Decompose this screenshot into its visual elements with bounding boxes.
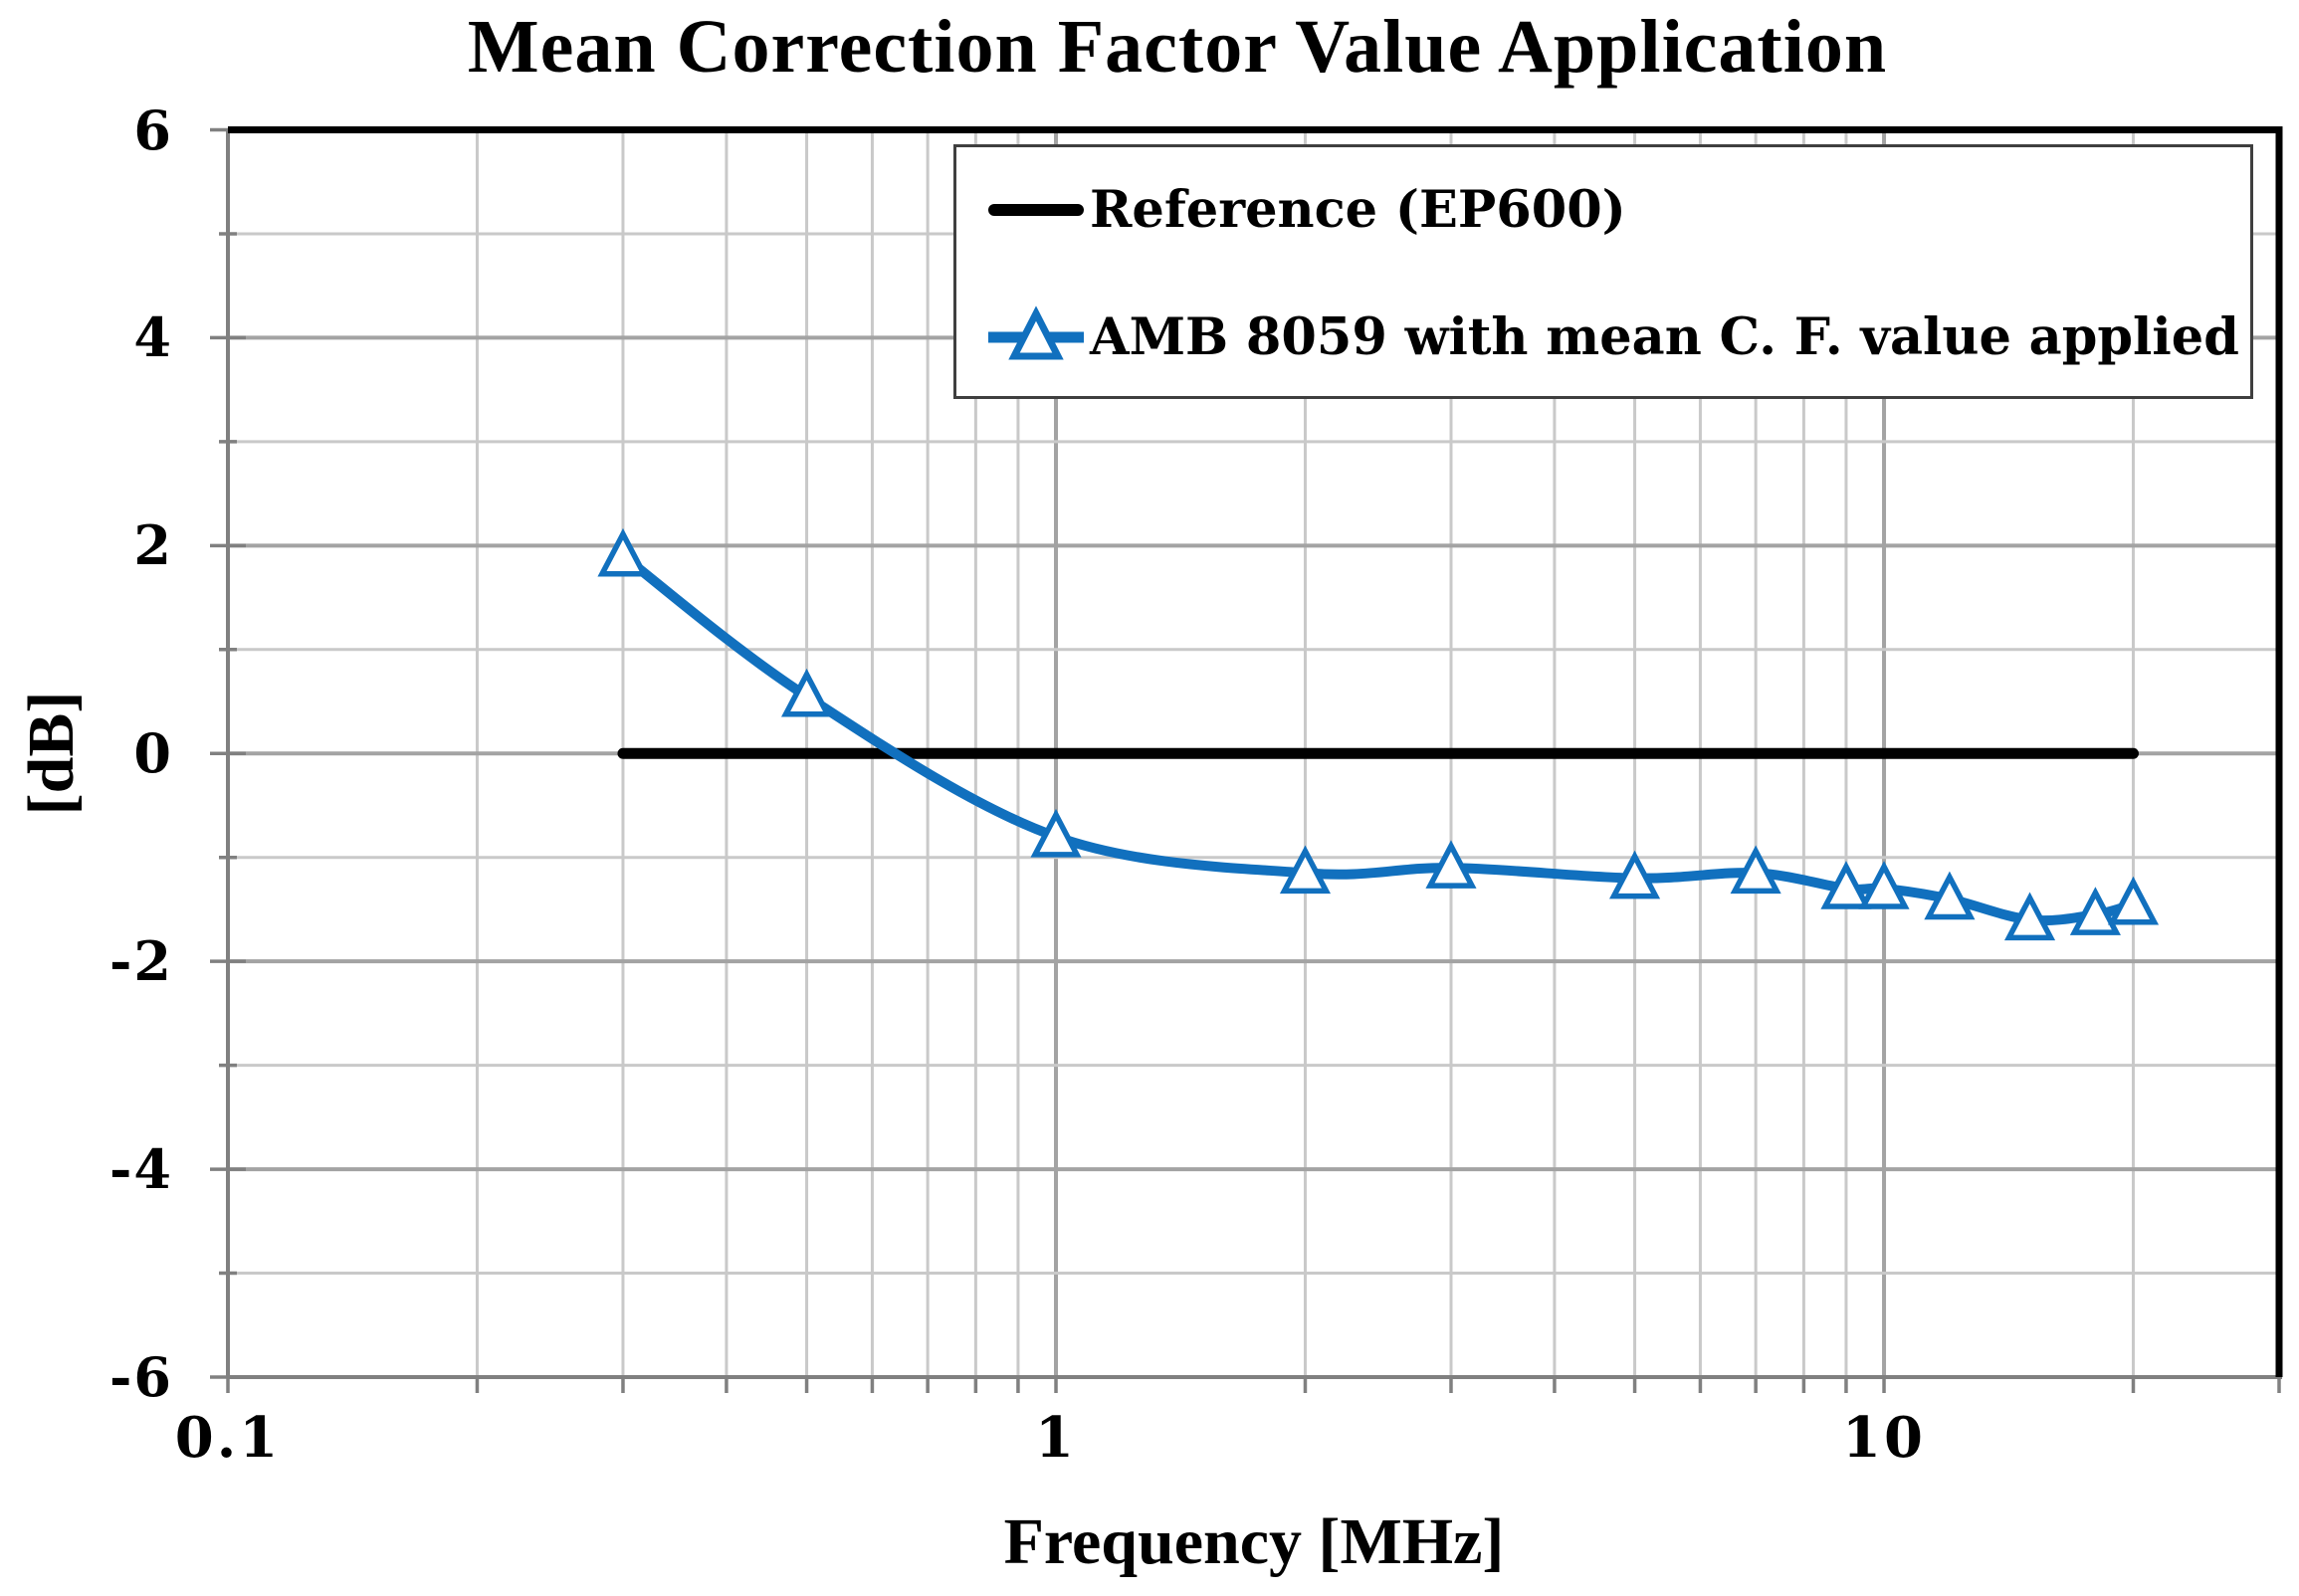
data-point-triangle-marker bbox=[2003, 892, 2056, 941]
series-line-1 bbox=[617, 550, 2139, 926]
y-tick-label: 4 bbox=[133, 305, 173, 370]
x-tick-label: 10 bbox=[1842, 1405, 1926, 1471]
data-point-triangle-marker bbox=[781, 668, 833, 717]
reference-line-swatch bbox=[988, 204, 1084, 216]
data-point-triangle-marker bbox=[597, 527, 649, 577]
y-tick-label: 0 bbox=[133, 721, 173, 786]
legend-label-reference: Reference (EP600) bbox=[1090, 180, 1626, 240]
data-point-triangle-marker bbox=[1858, 861, 1910, 909]
data-point-triangle-marker bbox=[2107, 876, 2160, 925]
data-point-triangle-marker bbox=[1279, 845, 1332, 895]
data-point-triangle-marker bbox=[1730, 845, 1781, 895]
x-tick-label: 1 bbox=[1035, 1405, 1077, 1471]
legend: Reference (EP600) AMB 8059 with mean C. … bbox=[953, 144, 2253, 399]
data-point-triangle-marker bbox=[1425, 840, 1477, 889]
legend-item-amb8059: AMB 8059 with mean C. F. value applied bbox=[988, 299, 2239, 376]
data-point-triangle-marker bbox=[1609, 850, 1661, 899]
chart-title: Mean Correction Factor Value Application bbox=[467, 5, 1888, 89]
y-tick-label: -4 bbox=[109, 1137, 173, 1202]
data-point-triangle-marker bbox=[1030, 808, 1082, 858]
data-point-triangle-marker bbox=[1820, 861, 1872, 909]
amb8059-marker-swatch bbox=[988, 305, 1084, 360]
y-tick-label: 2 bbox=[133, 513, 173, 578]
legend-label-amb8059: AMB 8059 with mean C. F. value applied bbox=[1090, 307, 2239, 367]
x-axis-title: Frequency [MHz] bbox=[1003, 1505, 1505, 1578]
data-point-triangle-marker bbox=[2069, 887, 2121, 935]
y-tick-label: -2 bbox=[109, 929, 173, 994]
x-tick-label: 0.1 bbox=[174, 1405, 282, 1471]
legend-item-reference: Reference (EP600) bbox=[988, 171, 1626, 249]
data-point-triangle-marker bbox=[1924, 871, 1976, 920]
y-tick-label: 6 bbox=[133, 98, 173, 162]
y-tick-label: -6 bbox=[109, 1345, 173, 1409]
